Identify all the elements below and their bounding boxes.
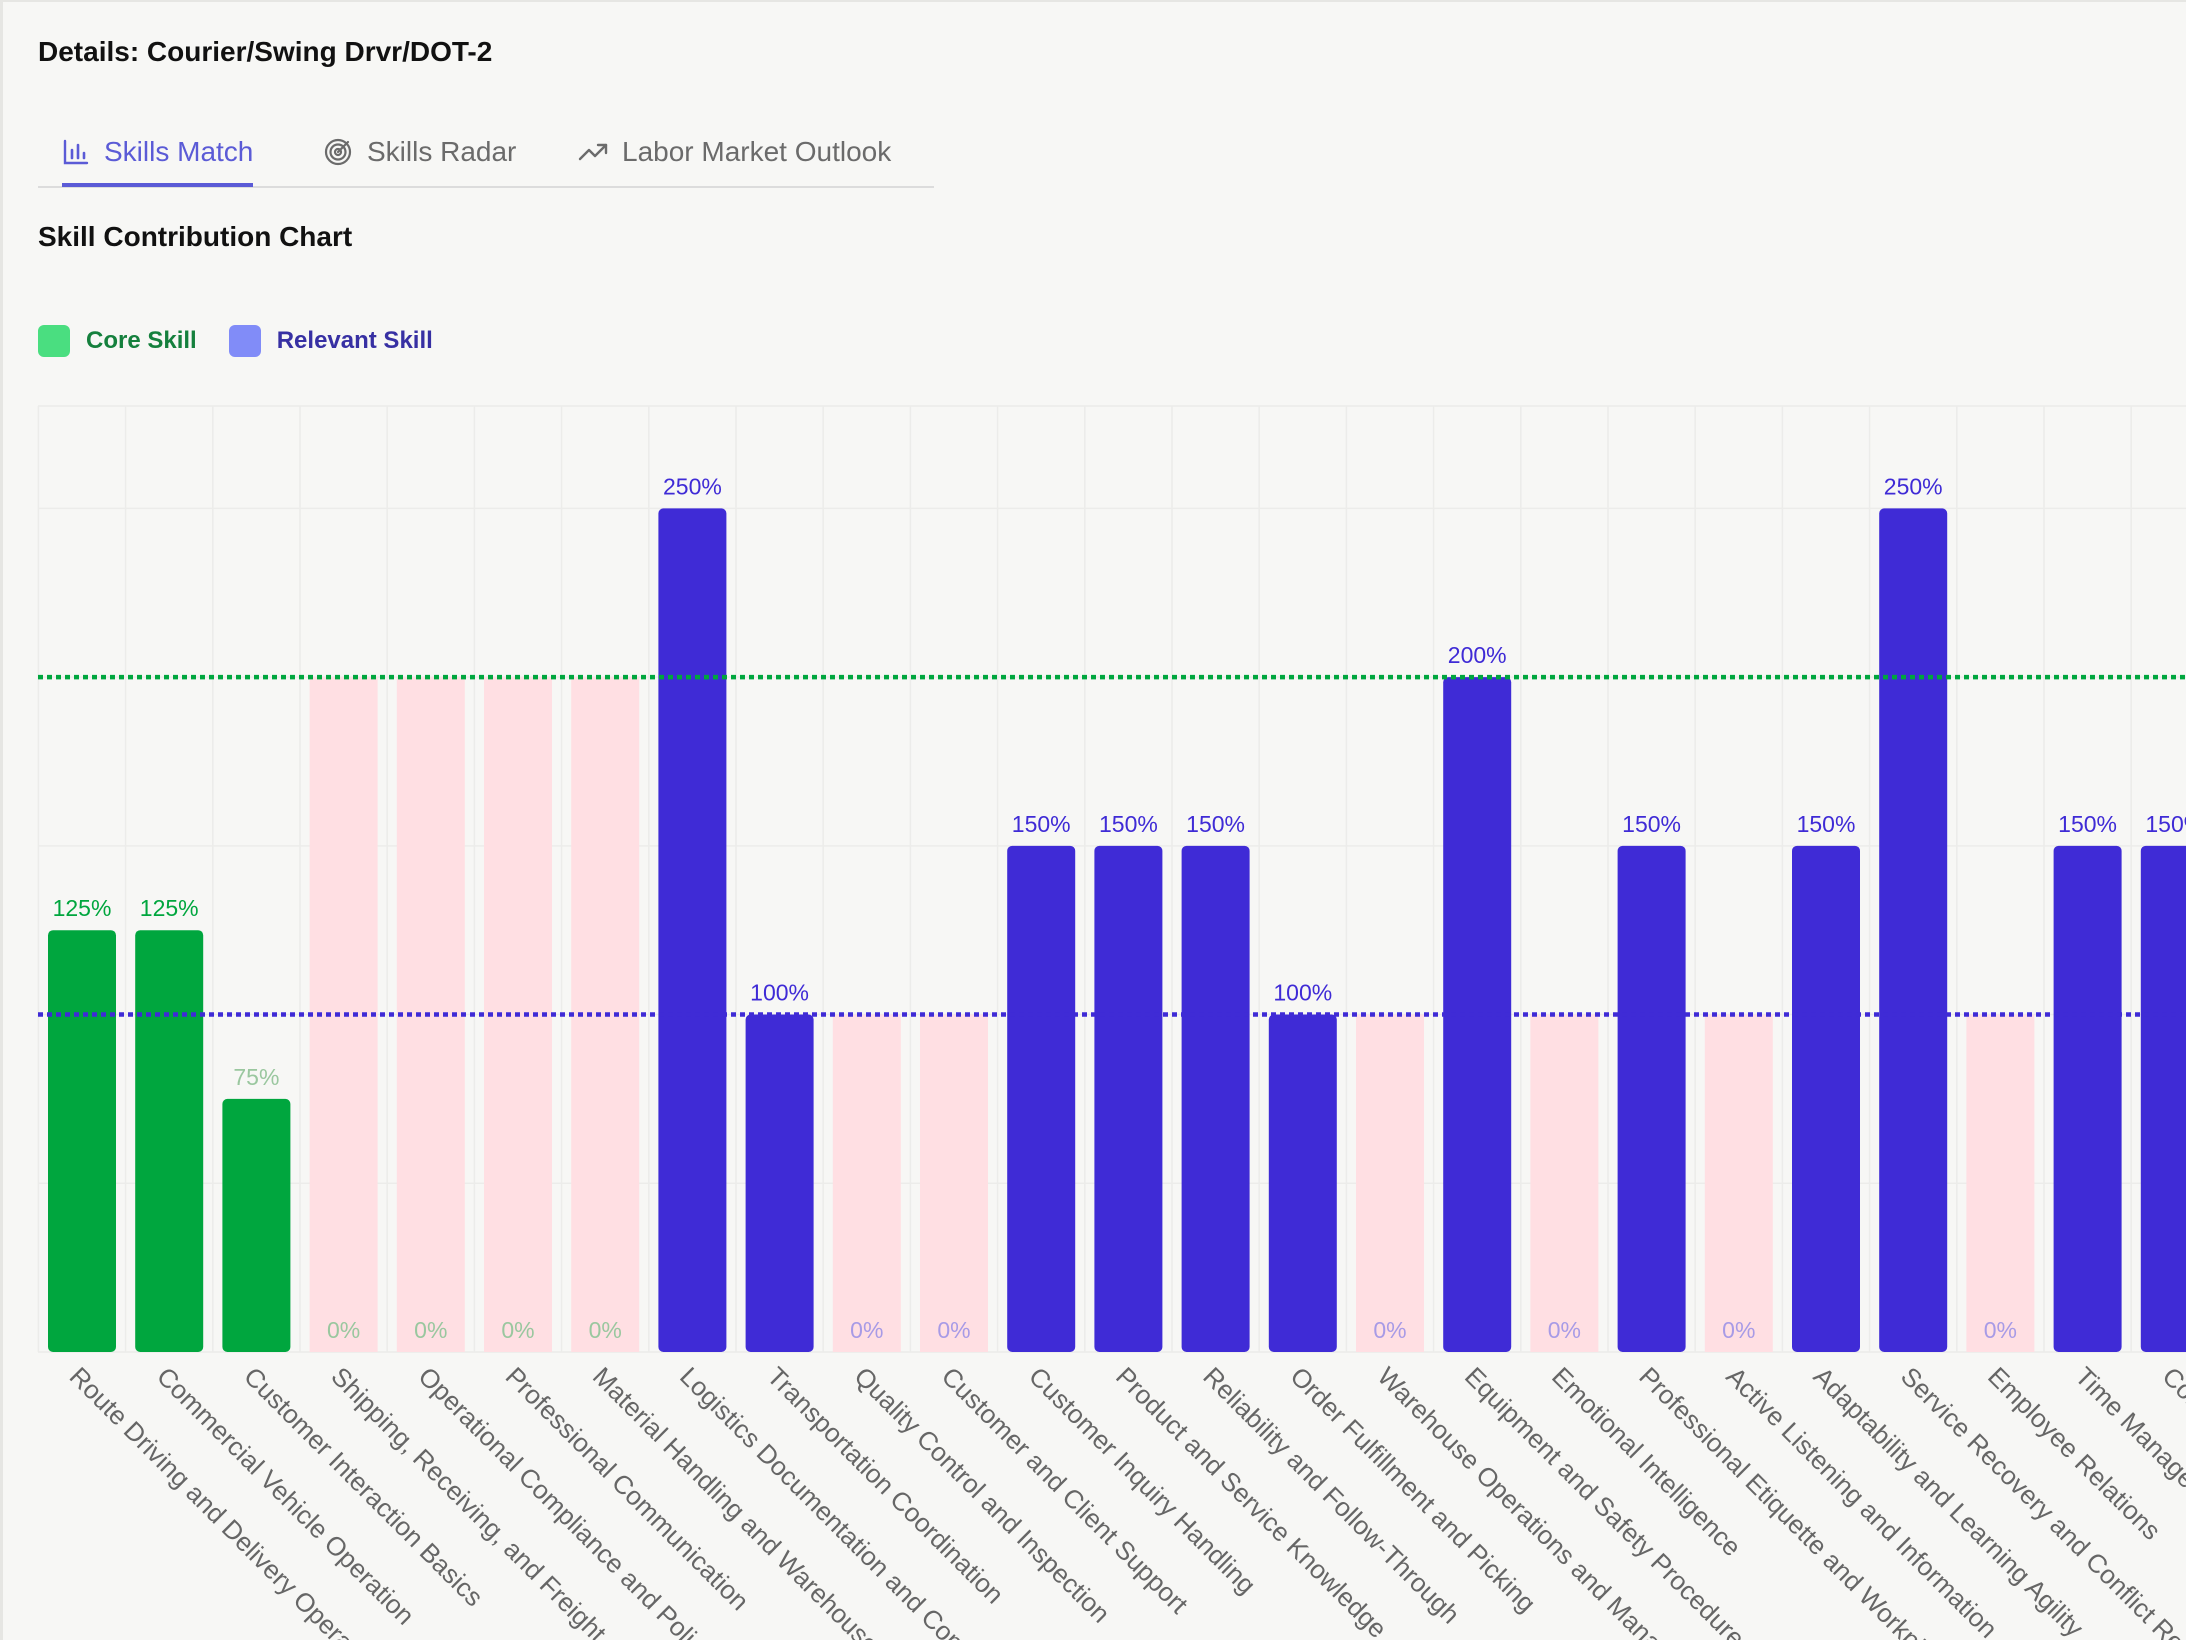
- tab-labor-market-outlook[interactable]: Labor Market Outlook: [578, 120, 891, 184]
- panel-title: Details: Courier/Swing Drvr/DOT-2: [38, 36, 493, 67]
- tab-skills-radar[interactable]: Skills Radar: [323, 120, 516, 184]
- legend-relevant-swatch: [228, 325, 261, 357]
- bar-missing-relevant: [832, 1014, 901, 1352]
- bar-relevant: [1792, 845, 1860, 1352]
- trending-up-icon: [578, 137, 608, 167]
- bar-relevant: [658, 508, 727, 1352]
- bar-relevant: [1879, 508, 1948, 1352]
- value-label: 250%: [663, 473, 722, 499]
- legend-core-label: Core Skill: [86, 327, 197, 354]
- value-label: 125%: [140, 895, 199, 921]
- value-label: 125%: [53, 895, 112, 921]
- bar-core: [48, 930, 116, 1352]
- legend-item-relevant[interactable]: Relevant Skill: [228, 325, 433, 357]
- bar-relevant: [2140, 845, 2186, 1352]
- bar-relevant: [1443, 677, 1512, 1352]
- value-label: 0%: [1548, 1317, 1581, 1343]
- panel-border-top: [0, 0, 2186, 2]
- bar-missing-relevant: [1704, 1014, 1773, 1352]
- legend-core-swatch: [38, 325, 70, 357]
- value-label: 0%: [1984, 1317, 2017, 1343]
- bar-relevant: [2053, 845, 2122, 1352]
- value-label: 0%: [850, 1317, 883, 1343]
- panel-border: [0, 0, 3, 1640]
- value-label: 150%: [1012, 811, 1071, 837]
- value-label: 75%: [233, 1064, 279, 1090]
- tab-labor-market-outlook-label: Labor Market Outlook: [622, 136, 892, 167]
- value-label: 150%: [1797, 811, 1856, 837]
- bar-core: [222, 1098, 291, 1352]
- skill-contribution-chart: 125% 125% 75% 0% 0% 0% 0% 250% 100% 0% 0% 150% 150% 1…: [37, 405, 2186, 1640]
- tab-skills-radar-label: Skills Radar: [367, 136, 517, 167]
- value-label: 150%: [2058, 811, 2117, 837]
- legend-relevant-label: Relevant Skill: [276, 327, 433, 354]
- value-label: 150%: [1622, 811, 1681, 837]
- bar-missing-relevant: [1530, 1014, 1599, 1352]
- value-label: 0%: [589, 1317, 622, 1343]
- value-label: 0%: [1373, 1317, 1406, 1343]
- chart-title: Skill Contribution Chart: [38, 221, 353, 252]
- tab-skills-match-label: Skills Match: [104, 136, 254, 167]
- bar-relevant: [1094, 845, 1163, 1352]
- radar-icon: [323, 137, 353, 167]
- bar-missing-relevant: [920, 1014, 988, 1352]
- bar-missing-relevant: [1356, 1014, 1424, 1352]
- chart-legend: Core Skill Relevant Skill: [38, 325, 465, 357]
- value-label: 0%: [327, 1317, 360, 1343]
- tab-skills-match[interactable]: Skills Match: [62, 120, 254, 187]
- value-label: 100%: [750, 980, 809, 1006]
- bar-relevant: [1181, 845, 1250, 1352]
- value-label: 150%: [2145, 811, 2186, 837]
- value-label: 150%: [1186, 811, 1245, 837]
- bar-chart-icon: [62, 138, 90, 166]
- tab-bar: Skills Match Skills Radar Labor Market O…: [38, 120, 934, 188]
- bar-relevant: [1007, 845, 1076, 1352]
- value-label: 0%: [414, 1317, 447, 1343]
- bar-relevant: [745, 1014, 814, 1352]
- bar-core: [135, 930, 204, 1352]
- value-label: 0%: [1722, 1317, 1755, 1343]
- value-label: 0%: [501, 1317, 534, 1343]
- value-label: 100%: [1273, 980, 1332, 1006]
- bar-relevant: [1268, 1014, 1337, 1352]
- value-label: 0%: [937, 1317, 970, 1343]
- legend-item-core[interactable]: Core Skill: [38, 325, 197, 357]
- value-label: 250%: [1884, 473, 1943, 499]
- value-label: 150%: [1099, 811, 1158, 837]
- value-label: 200%: [1448, 642, 1507, 668]
- bar-relevant: [1617, 845, 1686, 1352]
- bar-missing-relevant: [1966, 1014, 2035, 1352]
